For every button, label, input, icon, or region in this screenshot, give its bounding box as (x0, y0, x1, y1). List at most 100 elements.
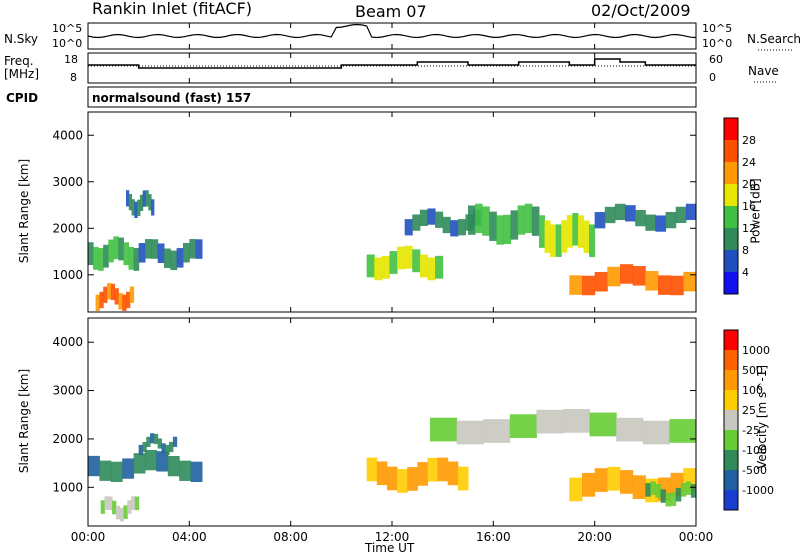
velocity-band-cell (483, 419, 511, 443)
power-band-cell (195, 239, 203, 259)
x-tick-label: 20:00 (577, 530, 612, 544)
noise-search-label: N.Search (747, 32, 800, 46)
power-band-cell (110, 283, 116, 301)
power-band-cell (176, 248, 184, 268)
power-band-cell (503, 214, 512, 245)
x-axis-title: Time UT (365, 541, 415, 555)
velocity-band-cell (645, 483, 651, 497)
velocity-band-cell (88, 455, 100, 477)
power-band-cell (133, 248, 140, 271)
velocity-band-cell (594, 468, 608, 492)
power-band-cell (170, 250, 178, 271)
power-colorbar-segment (724, 184, 738, 206)
power-band-cell (645, 214, 656, 231)
power-band-cell (566, 215, 573, 248)
power-band-cell (404, 245, 413, 269)
noise-left-tick-bottom: 10^0 (52, 37, 83, 50)
freq-left-tick-top: 18 (64, 53, 78, 66)
noise-left-tick-top: 10^5 (52, 22, 83, 35)
power-band-cell (569, 275, 583, 295)
x-tick-label: 08:00 (273, 530, 308, 544)
power-band-cell (397, 246, 406, 270)
power-band-cell (510, 210, 519, 240)
x-ticks: 00:00 04:00 08:00 12:00 16:00 20:00 00:00 (71, 23, 714, 544)
velocity-band-cell (669, 419, 697, 443)
velocity-band-cell (145, 449, 157, 471)
power-band-cell (538, 215, 546, 248)
power-band-cell (145, 190, 149, 207)
velocity-band-cell (665, 492, 672, 507)
freq-unit-label: [MHz] (4, 67, 40, 81)
power-band-cell (108, 239, 114, 263)
power-band-cell (389, 251, 398, 274)
date-title: 02/Oct/2009 (591, 1, 691, 20)
velocity-band-cell (650, 481, 656, 495)
power-colorbar-tick: 12 (742, 222, 756, 235)
power-band-cell (157, 243, 165, 264)
velocity-band-cell (563, 409, 591, 433)
power-band-cell (129, 286, 135, 303)
cpid-value: normalsound (fast) 157 (92, 91, 252, 105)
station-title: Rankin Inlet (fitACF) (92, 0, 253, 18)
power-band-cell (496, 215, 504, 245)
velocity-colorbar-tick: -100 (742, 444, 767, 457)
power-band-cell (366, 254, 375, 278)
velocity-band-cell (417, 462, 428, 486)
power-band-cell (442, 216, 451, 234)
velocity-band-cell (616, 417, 644, 442)
power-band-cell (123, 242, 130, 266)
velocity-band-cell (407, 467, 418, 491)
velocity-band-cell (536, 409, 564, 434)
power-band-cell (457, 219, 466, 236)
power-band-cell (118, 293, 123, 310)
velocity-band-cell (156, 451, 169, 472)
power-band-cell (183, 242, 190, 263)
velocity-y-ticks: 1000 2000 3000 4000 (52, 335, 696, 494)
velocity-band-cell (685, 481, 692, 495)
velocity-colorbar-tick: 1000 (742, 344, 770, 357)
velocity-band-cell (112, 500, 117, 515)
power-band-cell (685, 203, 697, 221)
freq-left-tick-bottom: 8 (70, 71, 77, 84)
power-band-cell (614, 203, 626, 221)
power-band-cell (435, 211, 444, 228)
velocity-colorbar-label: Velocity [m s^-1] (755, 364, 770, 470)
velocity-band-cell (632, 475, 646, 500)
velocity-band-cell (620, 470, 634, 494)
power-band-cell (625, 205, 636, 222)
power-band-cell (139, 194, 144, 211)
x-tick-label: 00:00 (679, 530, 714, 544)
velocity-colorbar-segment (724, 330, 738, 350)
power-band-cell (675, 206, 687, 224)
power-band-cell (128, 246, 135, 270)
power-colorbar-segment (724, 206, 738, 228)
velocity-band-cell (660, 489, 667, 503)
velocity-band-cell (127, 500, 132, 514)
power-band-cell (95, 294, 100, 311)
power-band-cell (93, 246, 99, 270)
power-band-cell (412, 214, 421, 231)
nave-label: Nave (748, 64, 779, 78)
power-heatmap (88, 190, 697, 311)
velocity-band-cell (430, 417, 458, 442)
power-colorbar-segment (724, 118, 738, 140)
velocity-band-cell (509, 414, 537, 438)
velocity-band-cell (167, 455, 180, 477)
velocity-band-cell (642, 420, 670, 445)
power-band-cell (419, 254, 428, 278)
power-band-cell (435, 255, 444, 279)
velocity-colorbar-frame (723, 329, 739, 511)
velocity-band-cell (115, 505, 121, 520)
power-colorbar-tick: 28 (742, 134, 756, 147)
x-tick-label: 12:00 (375, 530, 410, 544)
power-band-cell (189, 239, 197, 259)
velocity-band-cell (157, 438, 162, 449)
power-band-cell (550, 224, 557, 257)
power-band-cell (131, 199, 135, 216)
velocity-band-cell (589, 412, 617, 437)
freq-right-tick-bottom: 0 (709, 71, 716, 84)
velocity-band-cell (172, 436, 178, 447)
power-colorbar-segment (724, 228, 738, 250)
velocity-band-cell (99, 460, 112, 481)
power-band-cell (555, 224, 562, 257)
